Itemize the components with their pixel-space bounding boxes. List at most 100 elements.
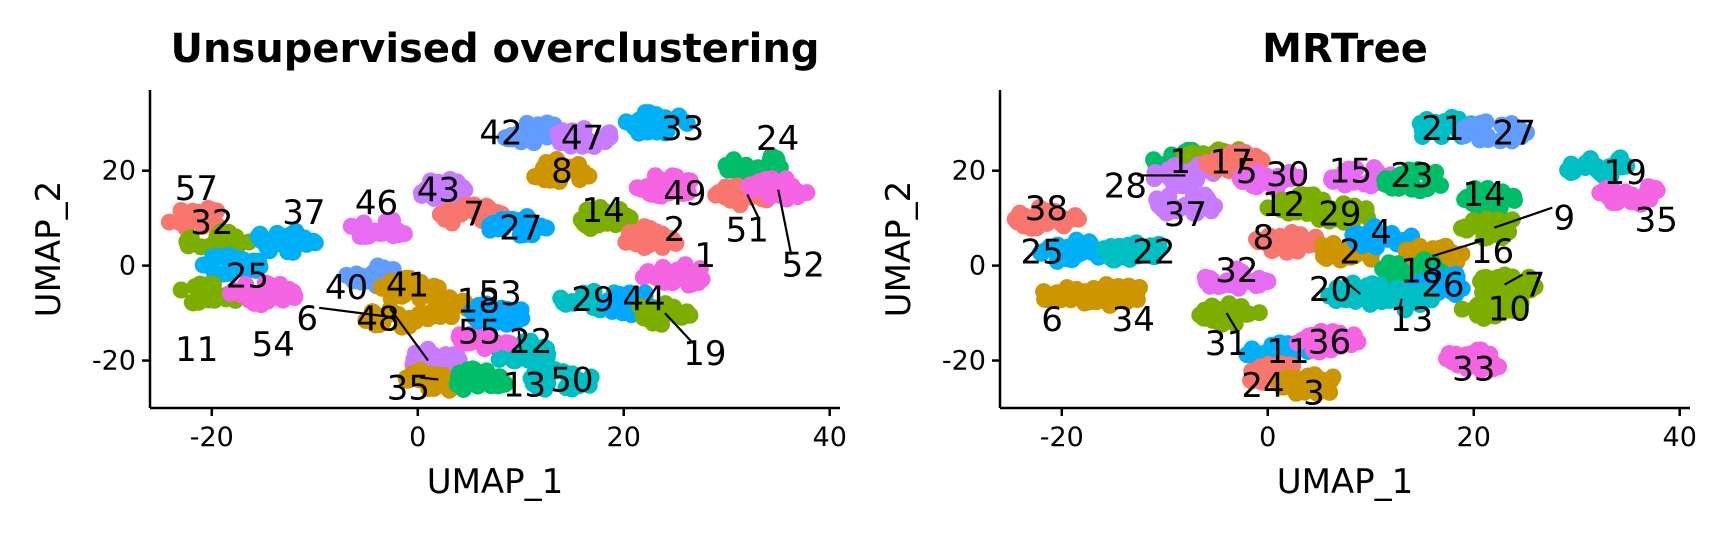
cluster-point: [489, 377, 507, 395]
cluster-point: [1226, 302, 1244, 320]
cluster-point: [481, 217, 499, 235]
cluster-point: [1453, 219, 1471, 237]
cluster-point: [1448, 253, 1466, 271]
cluster-point: [1298, 205, 1316, 223]
cluster-8-points: [526, 151, 598, 191]
cluster-point: [1145, 151, 1163, 169]
cluster-point: [1238, 346, 1256, 364]
cluster-point: [1479, 179, 1497, 197]
cluster-point: [639, 123, 657, 141]
cluster-label: 42: [479, 114, 522, 154]
cluster-19-points: [1559, 149, 1636, 185]
cluster-label: 8: [551, 152, 573, 192]
cluster-3-points: [1270, 366, 1342, 402]
x-tick-label: 20: [607, 422, 641, 453]
points-layer: [160, 104, 816, 399]
cluster-label: 49: [663, 174, 706, 214]
cluster-point: [624, 114, 642, 132]
cluster-point: [1484, 360, 1502, 378]
cluster-point: [1366, 226, 1384, 244]
cluster-50-points: [522, 361, 600, 398]
cluster-point: [781, 178, 799, 196]
cluster-27-points: [481, 208, 555, 244]
cluster-point: [1288, 334, 1306, 352]
cluster-label: 27: [1493, 114, 1536, 154]
cluster-label: 7: [1524, 266, 1546, 306]
cluster-point: [1453, 300, 1471, 318]
cluster-point: [666, 168, 684, 186]
cluster-point: [199, 199, 217, 217]
cluster-label: 15: [1329, 151, 1372, 191]
x-tick-label: 40: [1663, 422, 1697, 453]
cluster-point: [647, 269, 665, 287]
cluster-point: [338, 266, 356, 284]
cluster-point: [483, 312, 501, 330]
cluster-point: [1310, 343, 1328, 361]
cluster-label: 12: [1262, 185, 1305, 225]
cluster-label: 19: [683, 334, 726, 374]
cluster-label: 32: [1215, 251, 1258, 291]
cluster-label: 35: [1635, 200, 1678, 240]
cluster-label: 21: [1421, 109, 1464, 149]
cluster-point: [1291, 226, 1309, 244]
cluster-point: [562, 159, 580, 177]
cluster-label: 6: [296, 299, 318, 339]
cluster-33-points: [1438, 341, 1508, 379]
cluster-label: 50: [550, 361, 593, 401]
cluster-point: [725, 151, 743, 169]
cluster-label: 11: [175, 330, 218, 370]
cluster-point: [1259, 199, 1277, 217]
y-tick-label: 20: [952, 156, 986, 187]
cluster-point: [534, 342, 552, 360]
cluster-label: 11: [1266, 332, 1309, 372]
cluster-point: [1083, 281, 1101, 299]
cluster-point: [624, 224, 642, 242]
leader-line: [1504, 273, 1524, 286]
cluster-point: [440, 201, 458, 219]
cluster-label: 7: [463, 194, 485, 234]
cluster-point: [693, 270, 711, 288]
cluster-label: 46: [355, 184, 398, 224]
cluster-label: 17: [1210, 142, 1253, 182]
cluster-point: [1221, 276, 1239, 294]
cluster-point: [422, 172, 440, 190]
cluster-point: [724, 179, 742, 197]
cluster-point: [654, 171, 672, 189]
cluster-13-points: [448, 360, 514, 398]
cluster-point: [575, 215, 593, 233]
cluster-36-points: [1288, 322, 1367, 361]
cluster-point: [1048, 252, 1066, 270]
cluster-point: [1442, 282, 1460, 300]
cluster-point: [1510, 302, 1528, 320]
chart-title: MRTree: [1262, 26, 1428, 72]
cluster-47-points: [549, 120, 619, 155]
cluster-point: [1209, 148, 1227, 166]
cluster-label: 52: [782, 246, 825, 286]
cluster-label: 4: [1370, 213, 1392, 253]
cluster-point: [1055, 213, 1073, 231]
cluster-point: [1339, 160, 1357, 178]
y-axis-label: UMAP_2: [879, 181, 919, 318]
cluster-label: 13: [1390, 300, 1433, 340]
cluster-point: [1468, 306, 1486, 324]
leader-line: [746, 193, 761, 220]
cluster-point: [284, 243, 302, 261]
cluster-point: [1353, 237, 1371, 255]
cluster-point: [578, 201, 596, 219]
cluster-point: [387, 279, 405, 297]
cluster-point: [1475, 219, 1493, 237]
cluster-point: [1206, 299, 1224, 317]
cluster-5-points: [1197, 143, 1271, 180]
cluster-7-points: [1471, 266, 1544, 302]
x-axis-label: UMAP_1: [1277, 462, 1414, 502]
cluster-point: [1110, 277, 1128, 295]
cluster-point: [1182, 194, 1200, 212]
cluster-point: [258, 238, 276, 256]
cluster-point: [575, 292, 593, 310]
cluster-point: [221, 258, 239, 276]
cluster-label: 14: [1462, 175, 1505, 215]
cluster-point: [1433, 120, 1451, 138]
cluster-label: 38: [1025, 189, 1068, 229]
cluster-point: [496, 211, 514, 229]
